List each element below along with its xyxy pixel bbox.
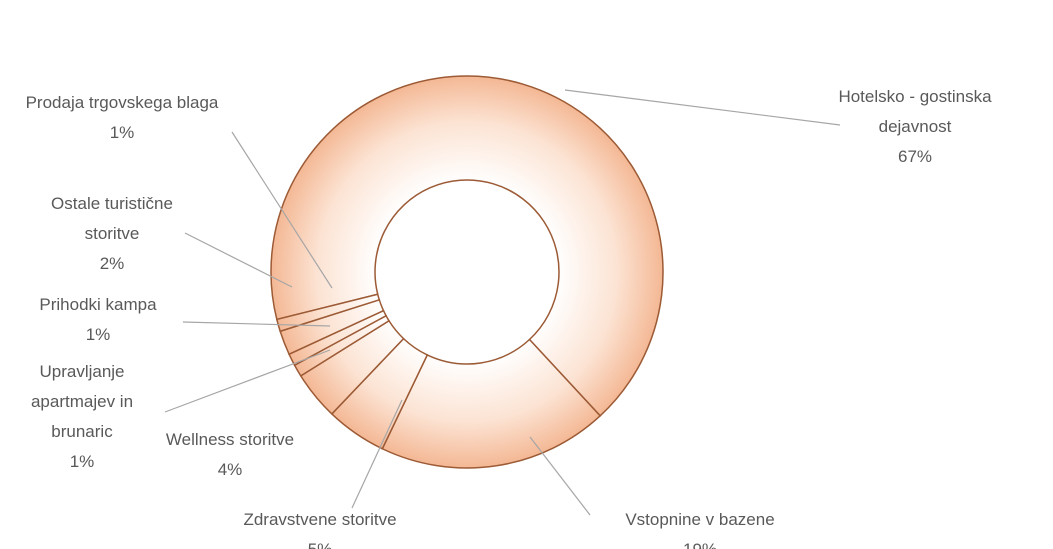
category-label: Prihodki kampa — [39, 295, 157, 314]
label: Hotelsko - gostinska dejavnost 67% — [830, 82, 1000, 172]
leader-line — [564, 89, 841, 126]
label: Prihodki kampa 1% — [10, 290, 186, 350]
category-label: Hotelsko - gostinska dejavnost — [838, 87, 992, 136]
value-label: 67% — [897, 147, 933, 166]
leader-line — [182, 321, 331, 327]
label: Wellness storitve 4% — [135, 425, 325, 485]
category-label: Wellness storitve — [165, 430, 295, 449]
value-label: 1% — [109, 123, 135, 142]
slice — [275, 293, 381, 333]
category-label: Prodaja trgovskega blaga — [25, 93, 219, 112]
value-label: 2% — [99, 254, 125, 273]
leader-line — [231, 131, 333, 289]
label: Ostale turistične storitve 2% — [22, 189, 202, 279]
label: Upravljanje apartmajev in brunaric 1% — [12, 357, 152, 477]
label: Vstopnine v bazene 19% — [590, 505, 810, 549]
value-label: 4% — [217, 460, 243, 479]
category-label: Upravljanje apartmajev in brunaric — [30, 362, 134, 441]
value-label: 1% — [69, 452, 95, 471]
leader-line — [351, 399, 403, 509]
leader-line — [184, 232, 293, 288]
category-label: Ostale turistične storitve — [51, 194, 173, 243]
value-label: 19% — [590, 535, 810, 549]
leader-line — [164, 349, 331, 413]
category-label: Vstopnine v bazene — [625, 510, 775, 529]
value-label: 1% — [85, 325, 111, 344]
leader-line — [529, 436, 591, 516]
category-label: Zdravstvene storitve — [243, 510, 397, 529]
value-label: 5% — [200, 535, 440, 549]
slice — [270, 75, 664, 417]
label: Zdravstvene storitve 5% — [200, 505, 440, 549]
label: Prodaja trgovskega blaga 1% — [22, 88, 222, 148]
slice — [381, 338, 602, 469]
slices — [270, 75, 664, 469]
